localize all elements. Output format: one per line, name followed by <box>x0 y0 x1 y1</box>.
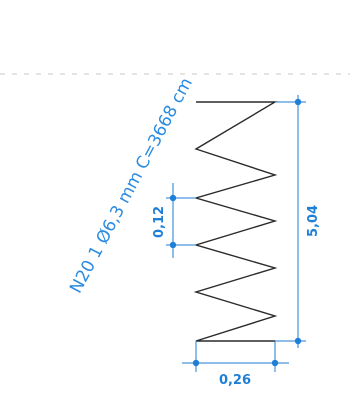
height-dimension-value: 5,04 <box>306 205 321 237</box>
rebar-specification-label: N20 1 Ø6,3 mm C=3668 cm <box>66 75 197 297</box>
width-dimension-tick-left <box>192 359 200 367</box>
width-dimension-value: 0,26 <box>219 373 251 388</box>
height-dimension: 5,04 <box>275 95 321 348</box>
spacing-dimension-value: 0,12 <box>152 206 167 238</box>
spacing-dimension: 0,12 <box>152 183 196 258</box>
height-dimension-tick-top <box>294 98 302 106</box>
height-dimension-tick-bottom <box>294 337 302 345</box>
spacing-dimension-tick-bottom <box>169 241 177 249</box>
width-dimension: 0,26 <box>182 341 289 388</box>
width-dimension-tick-right <box>271 359 279 367</box>
spacing-dimension-tick-top <box>169 194 177 202</box>
spiral-rebar-shape <box>193 101 278 342</box>
